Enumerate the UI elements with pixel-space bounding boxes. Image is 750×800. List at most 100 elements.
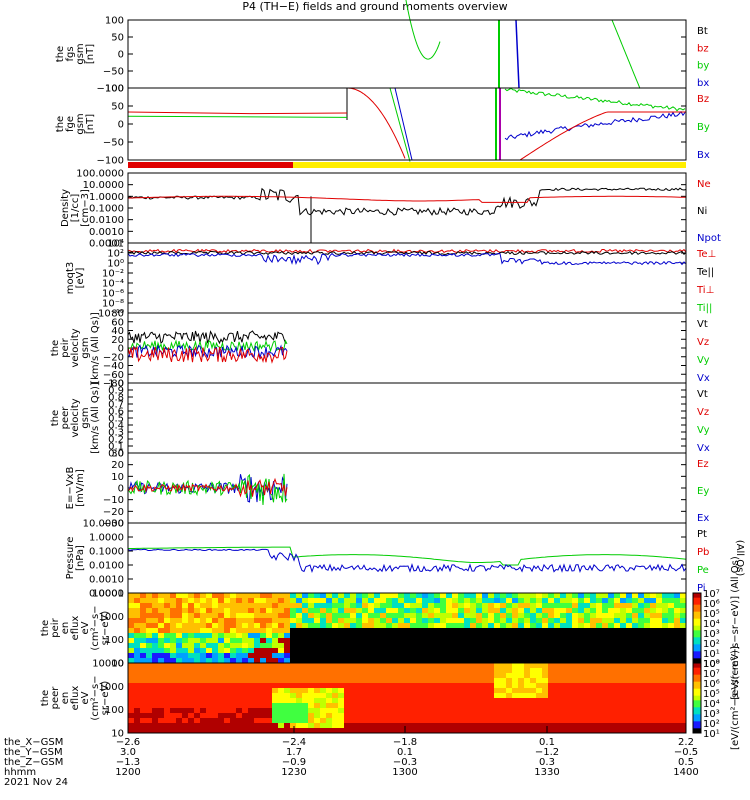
spectro-cell — [182, 663, 189, 669]
spectro-cell — [320, 683, 327, 689]
spectro-cell — [572, 613, 579, 619]
spectro-cell — [680, 623, 687, 629]
spectro-cell — [470, 728, 477, 734]
spectro-cell — [440, 693, 447, 699]
spectro-cell — [542, 698, 549, 704]
legend-entry: Bt — [697, 26, 708, 37]
spectro-cell — [542, 593, 549, 599]
spectro-cell — [152, 723, 159, 729]
spectro-cell — [662, 698, 669, 704]
spectro-cell — [410, 603, 417, 609]
spectro-cell — [494, 673, 501, 679]
spectro-cell — [500, 713, 507, 719]
spectro-cell — [326, 728, 333, 734]
spectro-cell — [218, 703, 225, 709]
spectro-cell — [494, 693, 501, 699]
spectro-cell — [404, 728, 411, 734]
spectro-cell — [506, 723, 513, 729]
spectro-cell — [218, 613, 225, 619]
spectro-cell — [536, 638, 543, 644]
spectro-cell — [626, 608, 633, 614]
spectro-cell — [164, 618, 171, 624]
spectro-cell — [488, 698, 495, 704]
spectro-cell — [476, 688, 483, 694]
spectro-cell — [158, 713, 165, 719]
spectro-cell — [320, 633, 327, 639]
spectro-cell — [626, 708, 633, 714]
spectro-cell — [530, 673, 537, 679]
spectro-cell — [410, 673, 417, 679]
spectro-cell — [284, 613, 291, 619]
spectro-cell — [476, 608, 483, 614]
spectro-cell — [386, 673, 393, 679]
spectro-cell — [236, 608, 243, 614]
spectro-cell — [518, 713, 525, 719]
spectro-cell — [632, 688, 639, 694]
colorbar-cell — [693, 621, 701, 624]
spectro-cell — [446, 673, 453, 679]
spectro-cell — [158, 718, 165, 724]
spectro-cell — [374, 613, 381, 619]
spectro-cell — [512, 628, 519, 634]
spectro-cell — [146, 628, 153, 634]
spectro-cell — [662, 723, 669, 729]
spectro-cell — [578, 668, 585, 674]
spectro-cell — [620, 703, 627, 709]
spectro-cell — [374, 728, 381, 734]
spectro-cell — [278, 653, 285, 659]
spectro-cell — [452, 723, 459, 729]
spectro-cell — [386, 658, 393, 664]
spectro-cell — [674, 623, 681, 629]
spectro-cell — [134, 713, 141, 719]
spectro-cell — [410, 628, 417, 634]
spectro-cell — [548, 718, 555, 724]
spectro-cell — [422, 663, 429, 669]
spectro-cell — [170, 678, 177, 684]
spectro-cell — [230, 713, 237, 719]
spectro-cell — [200, 648, 207, 654]
spectro-cell — [608, 718, 615, 724]
spectro-cell — [650, 653, 657, 659]
spectro-cell — [188, 673, 195, 679]
By-early — [127, 115, 348, 118]
spectro-cell — [566, 623, 573, 629]
spectro-cell — [248, 593, 255, 599]
spectro-cell — [488, 688, 495, 694]
spectro-cell — [602, 693, 609, 699]
spectro-cell — [626, 688, 633, 694]
spectro-cell — [224, 688, 231, 694]
spectro-cell — [296, 593, 303, 599]
spectro-cell — [512, 723, 519, 729]
spectro-cell — [302, 608, 309, 614]
spectro-cell — [464, 648, 471, 654]
spectro-cell — [146, 708, 153, 714]
spectro-cell — [434, 613, 441, 619]
spectro-cell — [386, 638, 393, 644]
spectro-cell — [428, 638, 435, 644]
ytick-label: 0.0001 — [89, 239, 124, 250]
ylabel-line: the — [40, 690, 51, 706]
spectro-cell — [164, 628, 171, 634]
spectro-cell — [272, 688, 279, 694]
spectro-cell — [134, 678, 141, 684]
spectro-cell — [446, 593, 453, 599]
spectro-cell — [200, 638, 207, 644]
spectro-cell — [350, 673, 357, 679]
spectro-cell — [212, 708, 219, 714]
spectro-cell — [464, 638, 471, 644]
spectro-cell — [302, 648, 309, 654]
spectro-cell — [350, 593, 357, 599]
spectro-cell — [500, 623, 507, 629]
spectro-cell — [494, 658, 501, 664]
colorbar-cell — [693, 719, 701, 722]
spectro-cell — [530, 668, 537, 674]
spectro-cell — [596, 603, 603, 609]
spectro-cell — [176, 718, 183, 724]
spectro-cell — [164, 593, 171, 599]
spectro-cell — [488, 603, 495, 609]
spectro-cell — [572, 653, 579, 659]
spectro-cell — [620, 728, 627, 734]
spectro-cell — [218, 658, 225, 664]
ylabel-line: peir — [50, 617, 61, 637]
spectro-cell — [188, 693, 195, 699]
